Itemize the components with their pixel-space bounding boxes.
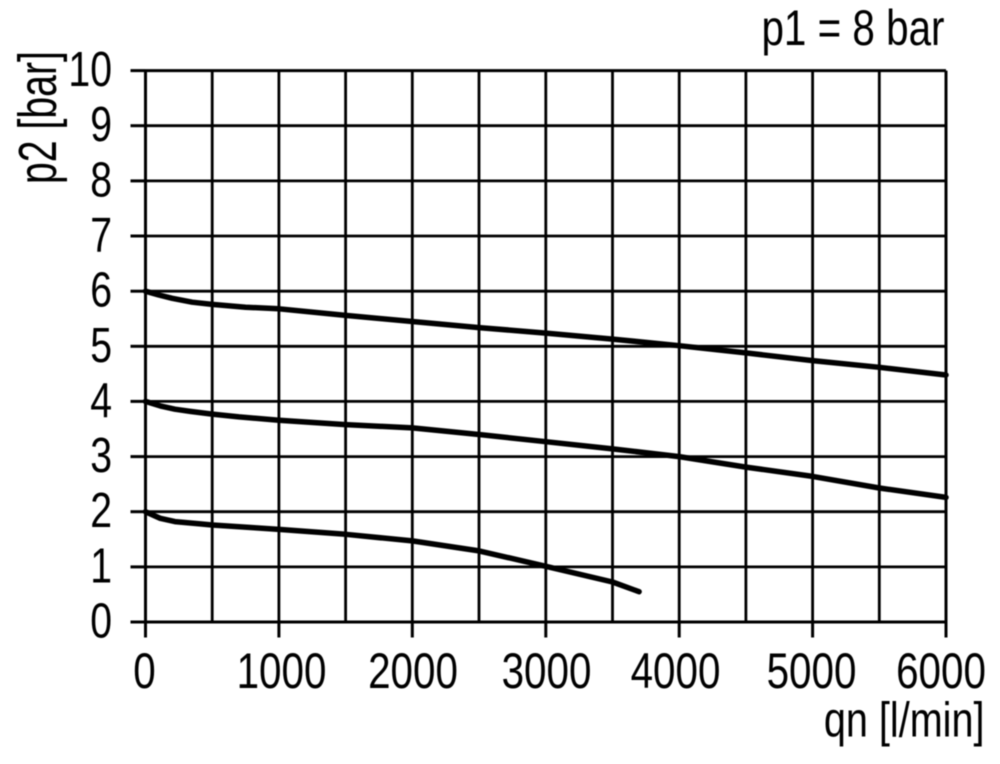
svg-text:4000: 4000 — [631, 643, 721, 699]
svg-text:p2 [bar]: p2 [bar] — [7, 51, 68, 184]
svg-text:0: 0 — [133, 643, 155, 699]
svg-text:3000: 3000 — [502, 643, 592, 699]
svg-text:1: 1 — [90, 539, 112, 593]
svg-text:qn [l/min]: qn [l/min] — [824, 692, 985, 747]
svg-text:6: 6 — [90, 264, 112, 318]
svg-text:3: 3 — [90, 429, 112, 483]
svg-text:6000: 6000 — [896, 643, 986, 699]
svg-text:1000: 1000 — [237, 643, 327, 699]
svg-text:2: 2 — [90, 484, 112, 538]
svg-text:9: 9 — [90, 98, 112, 152]
svg-text:7: 7 — [90, 208, 112, 262]
svg-text:0: 0 — [90, 594, 112, 648]
svg-text:5000: 5000 — [767, 643, 857, 699]
svg-text:8: 8 — [90, 153, 112, 207]
svg-text:10: 10 — [68, 43, 112, 97]
svg-text:4: 4 — [90, 374, 112, 428]
svg-text:5: 5 — [90, 319, 112, 373]
svg-text:2000: 2000 — [368, 643, 458, 699]
svg-text:p1 = 8 bar: p1 = 8 bar — [761, 0, 944, 56]
